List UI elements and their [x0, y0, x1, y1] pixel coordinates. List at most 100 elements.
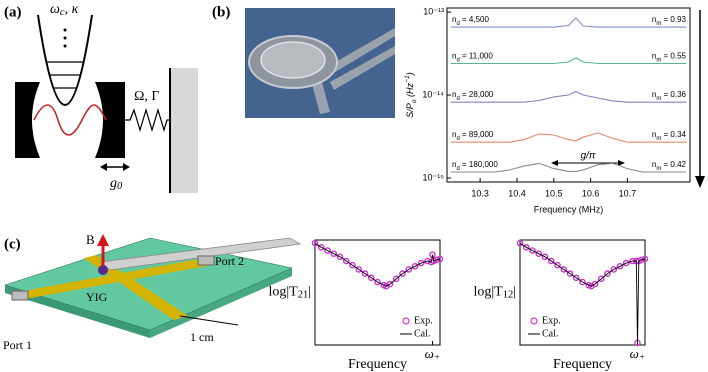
coupling-label: g0: [110, 176, 123, 192]
data-point: [336, 253, 344, 261]
y-tick-label: 10⁻¹⁵: [423, 172, 445, 182]
sphere: [98, 265, 108, 275]
data-point: [547, 257, 555, 265]
sample-label: YIG: [86, 290, 108, 304]
legend-label: Cal.: [542, 328, 558, 339]
data-point: [597, 275, 605, 283]
data-line: [450, 90, 687, 103]
spring: [125, 107, 170, 133]
x-tick-label: 10.5: [545, 188, 563, 198]
data-line: [450, 162, 687, 173]
plot-frame: [314, 239, 441, 346]
data-point: [424, 257, 431, 265]
data-point: [324, 247, 331, 254]
y-tick-label: 10⁻¹³: [423, 6, 444, 16]
data-point: [436, 255, 444, 263]
x-tick-label: ω+: [630, 346, 646, 363]
x-tick-label: 10.3: [471, 188, 489, 198]
electrode: [312, 82, 330, 114]
y-axis-label: log|T12|: [473, 285, 516, 301]
data-point: [317, 244, 325, 251]
data-point: [591, 280, 599, 288]
wall: [170, 68, 198, 193]
legend-marker: [530, 317, 538, 325]
x-axis-label: Frequency: [348, 357, 407, 372]
series-annotation: nm = 0.42: [652, 160, 687, 171]
data-point: [355, 266, 363, 273]
series-annotation: nm = 0.36: [652, 90, 687, 101]
port-label: Port 2: [215, 254, 244, 268]
board-side: [150, 268, 292, 338]
legend-label: Exp.: [414, 315, 433, 326]
y-tick-label: 10⁻¹⁴: [422, 89, 444, 99]
data-point: [535, 250, 543, 257]
series-label: nd = 4,500: [452, 15, 489, 26]
arrow-head: [97, 234, 109, 246]
x-tick-label: 10.6: [582, 188, 600, 198]
series-annotation: nm = 0.93: [652, 15, 687, 26]
board: [4, 237, 293, 331]
data-point: [374, 278, 381, 286]
data-point: [616, 262, 624, 270]
mirror: [95, 82, 125, 158]
legend-label: Cal.: [414, 328, 430, 339]
data-point: [330, 250, 338, 257]
data-line: [450, 17, 687, 28]
data-point: [641, 255, 649, 263]
data-point: [392, 275, 400, 283]
data-point: [610, 266, 618, 273]
data-point: [560, 266, 568, 273]
data-point: [572, 274, 580, 282]
data-point: [604, 270, 611, 277]
plot-frame: [519, 239, 646, 346]
data-point: [386, 280, 394, 288]
data-line: [314, 242, 441, 287]
arrow-head: [100, 163, 130, 171]
port: [197, 255, 215, 266]
scale-bar: [179, 315, 239, 326]
data-point: [417, 259, 425, 267]
series-label: nd = 11,000: [452, 52, 493, 63]
data-point: [367, 274, 375, 282]
data-point: [622, 259, 630, 267]
mechanics-label: Ω, Γ: [134, 89, 160, 104]
data-point: [637, 256, 645, 264]
data-point: [361, 270, 369, 277]
data-point: [579, 278, 586, 286]
disk: [260, 41, 326, 79]
data-line: [450, 132, 687, 143]
strip: [84, 255, 188, 320]
data-point: [541, 253, 549, 261]
legend-label: Exp.: [542, 315, 561, 326]
cavity-field: [33, 104, 107, 136]
device-diagram: B Port 2 Port 1 YIG 1 cm: [3, 232, 302, 352]
board-side: [5, 285, 150, 338]
scale-label: 1 cm: [190, 330, 214, 344]
data-point: [342, 257, 350, 265]
x-axis-label: Frequency (MHz): [534, 204, 604, 214]
legend-marker: [402, 317, 410, 325]
mirror: [15, 82, 40, 158]
data-point: [516, 239, 524, 247]
x-tick-label: 10.7: [619, 188, 637, 198]
series-annotation: nm = 0.55: [652, 52, 687, 63]
x-axis-label: Frequency: [553, 357, 612, 372]
data-point: [554, 261, 561, 269]
device-image: [245, 8, 395, 118]
strip: [18, 258, 212, 299]
data-point: [529, 247, 536, 254]
arrow-head: [695, 176, 705, 188]
y-axis-label: log|T21|: [268, 285, 311, 301]
data-point: [522, 244, 530, 251]
dot: [63, 44, 67, 48]
data-point: [405, 266, 413, 273]
data-point: [566, 270, 574, 277]
panel-label: (c): [4, 236, 21, 252]
data-point: [411, 262, 419, 270]
data-line: [450, 57, 687, 65]
cavity-diagram: ωc, κ Ω, Γ g0: [15, 2, 198, 193]
data-point: [399, 270, 406, 277]
panel-label: (b): [212, 4, 230, 20]
data-line: [519, 242, 646, 343]
